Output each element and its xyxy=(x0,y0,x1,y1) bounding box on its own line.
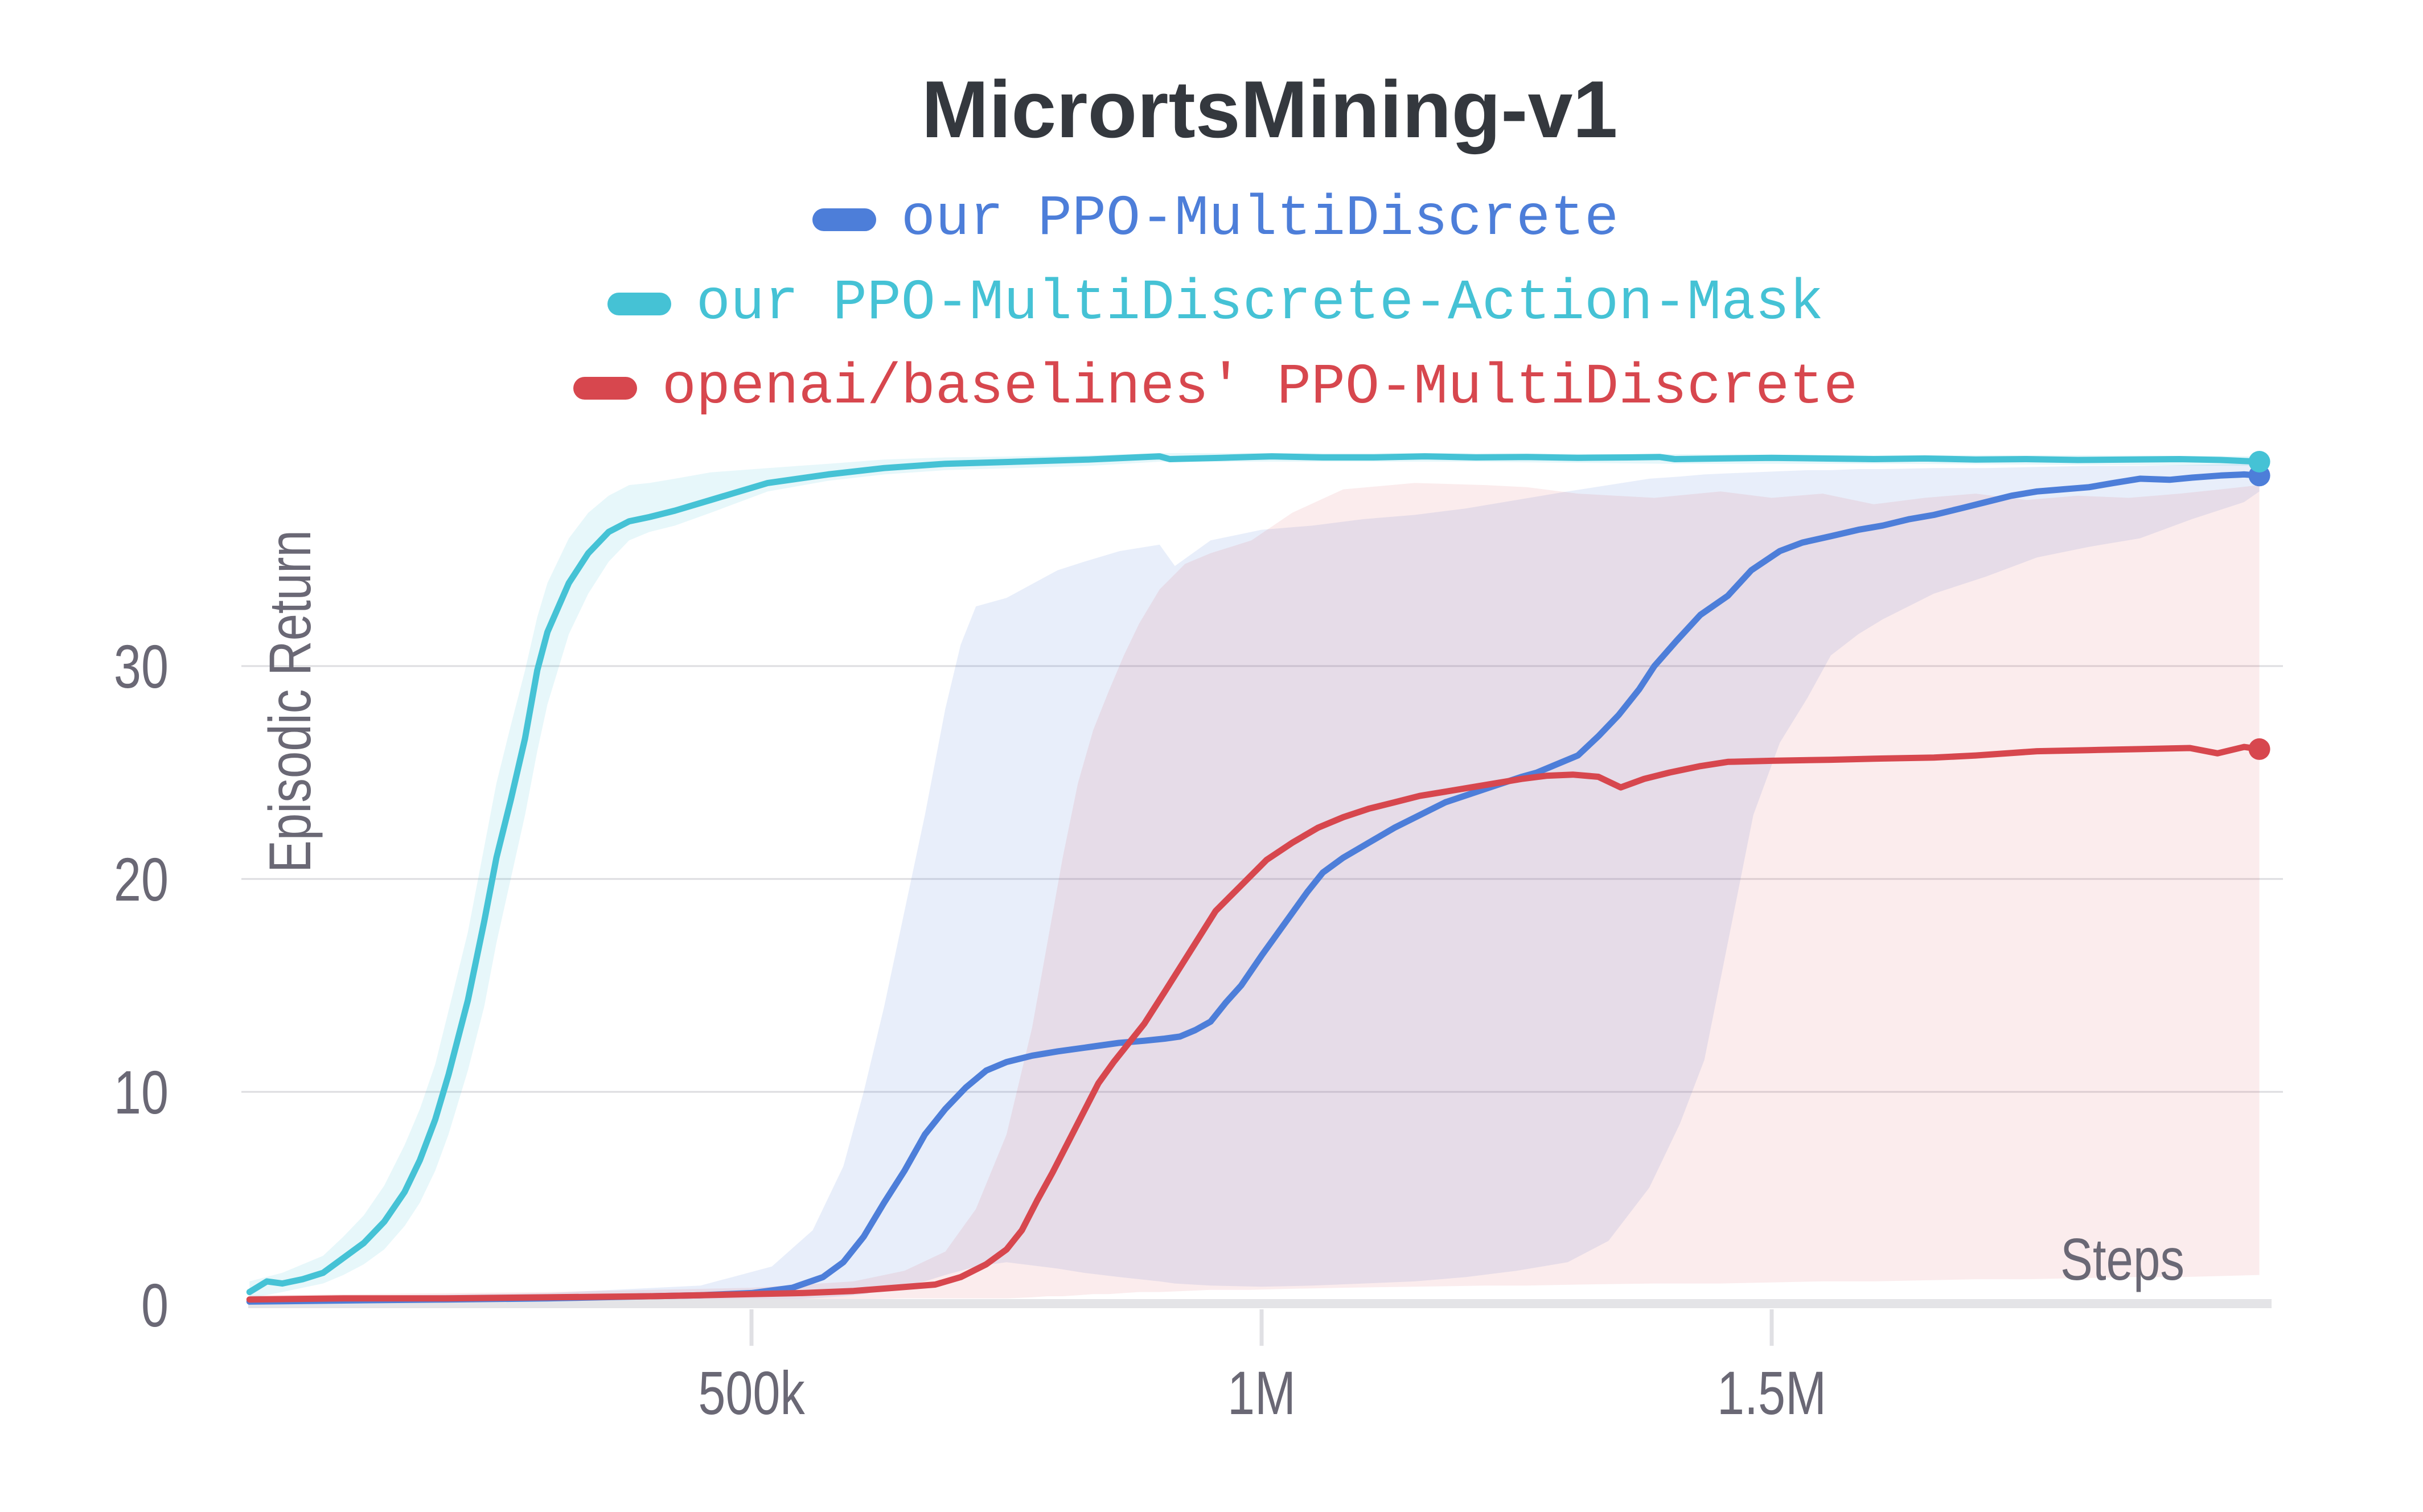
legend-item-openai-baselines-ppo-multidiscrete: openai/baselines' PPO-MultiDiscrete xyxy=(573,346,1858,430)
x-axis-title: Steps xyxy=(2060,1227,2184,1293)
legend-swatch-cyan-icon xyxy=(607,293,671,315)
confidence-band-0 xyxy=(249,463,2260,1304)
legend-item-ppo-multidiscrete: our PPO-MultiDiscrete xyxy=(812,178,1619,262)
x-tick-label-1.5M: 1.5M xyxy=(1717,1358,1826,1427)
series-line-0 xyxy=(246,471,2263,1305)
series-line-2 xyxy=(246,743,2263,1303)
y-tick-label-0: 0 xyxy=(141,1271,169,1340)
x-axis-line xyxy=(248,1299,2272,1308)
y-tick-label-10: 10 xyxy=(114,1058,169,1127)
series-end-dot-1 xyxy=(2248,451,2270,472)
chart-title: MicrortsMining-v1 xyxy=(921,64,1618,155)
x-tick-label-1M: 1M xyxy=(1227,1358,1296,1427)
legend-label: our PPO-MultiDiscrete xyxy=(901,187,1619,252)
legend-label: our PPO-MultiDiscrete-Action-Mask xyxy=(696,272,1824,336)
y-axis-title: Episodic Return xyxy=(257,530,323,873)
legend-item-ppo-multidiscrete-action-mask: our PPO-MultiDiscrete-Action-Mask xyxy=(607,262,1824,346)
legend-label: openai/baselines' PPO-MultiDiscrete xyxy=(662,356,1858,420)
series-end-dot-2 xyxy=(2248,738,2270,760)
y-tick-label-20: 20 xyxy=(114,845,169,914)
confidence-band-2 xyxy=(249,483,2260,1303)
legend-swatch-blue-icon xyxy=(812,208,876,231)
legend-swatch-red-icon xyxy=(573,377,637,400)
x-tick-label-500k: 500k xyxy=(698,1358,805,1427)
legend: our PPO-MultiDiscrete our PPO-MultiDiscr… xyxy=(0,178,2423,430)
y-tick-label-30: 30 xyxy=(114,632,169,701)
series-line-1 xyxy=(246,453,2263,1296)
